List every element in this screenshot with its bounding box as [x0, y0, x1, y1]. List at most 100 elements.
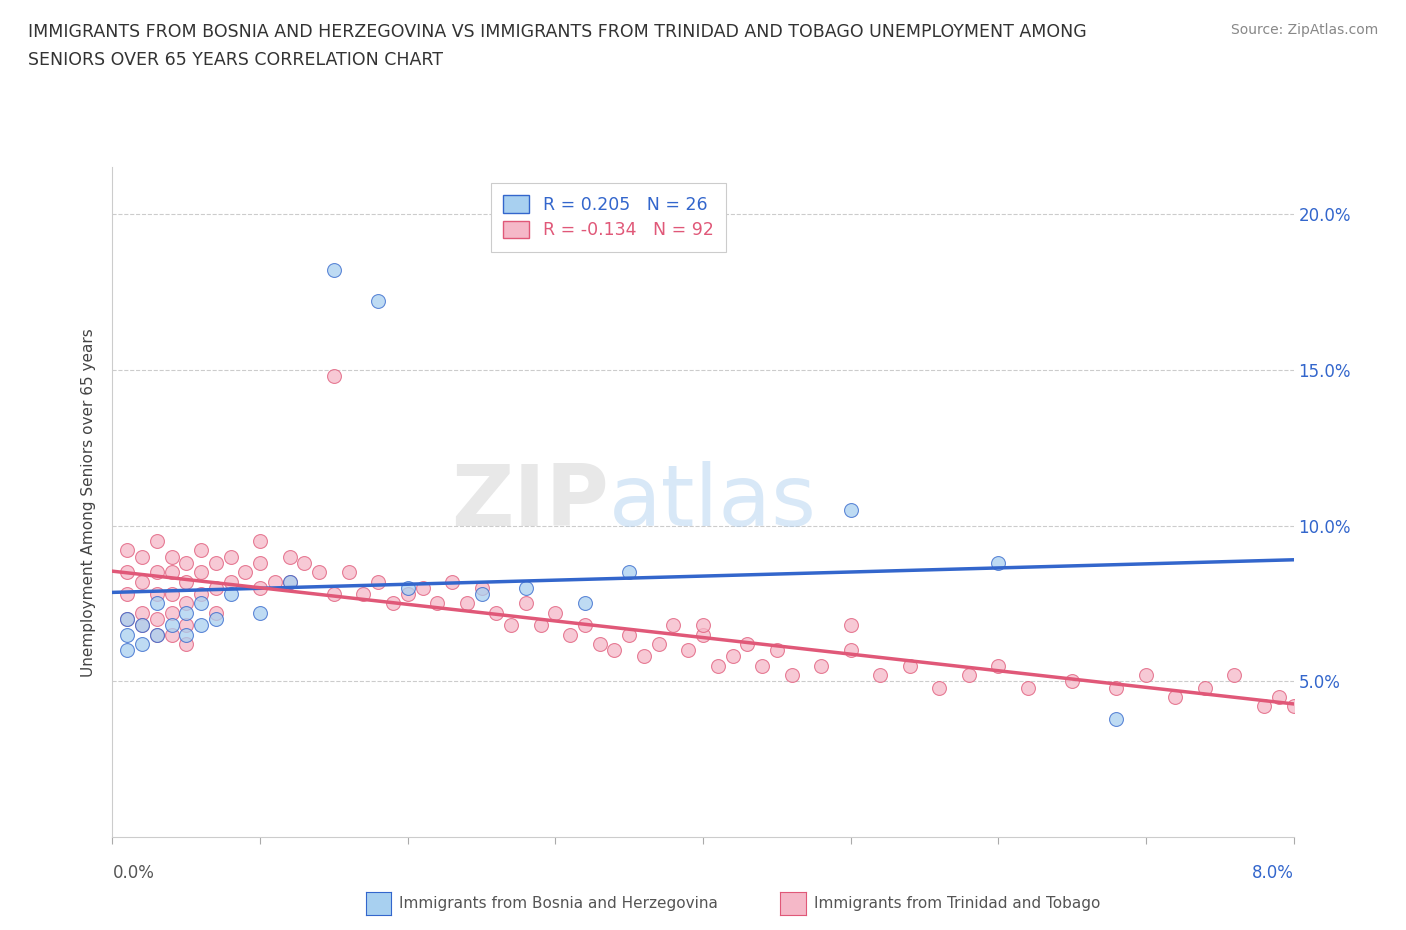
Point	[633, 649, 655, 664]
Point	[249, 534, 271, 549]
Point	[160, 550, 183, 565]
Point	[382, 596, 405, 611]
Point	[456, 596, 478, 611]
Point	[544, 605, 567, 620]
Text: 8.0%: 8.0%	[1251, 864, 1294, 882]
Point	[501, 618, 523, 632]
Point	[780, 668, 803, 683]
Point	[146, 587, 169, 602]
Point	[190, 565, 212, 579]
Point	[1062, 674, 1084, 689]
Point	[426, 596, 449, 611]
Point	[721, 649, 744, 664]
Point	[174, 636, 197, 651]
Point	[219, 574, 242, 589]
Point	[278, 574, 301, 589]
Point	[737, 636, 759, 651]
Point	[603, 643, 626, 658]
Text: Immigrants from Bosnia and Herzegovina: Immigrants from Bosnia and Herzegovina	[399, 897, 718, 911]
Point	[278, 574, 301, 589]
Legend: R = 0.205   N = 26, R = -0.134   N = 92: R = 0.205 N = 26, R = -0.134 N = 92	[491, 183, 725, 251]
Point	[174, 627, 197, 642]
Point	[117, 587, 138, 602]
Point	[1223, 668, 1246, 683]
Point	[131, 605, 153, 620]
Point	[987, 555, 1010, 570]
Point	[352, 587, 374, 602]
Point	[647, 636, 671, 651]
Point	[117, 612, 138, 627]
Point	[117, 543, 138, 558]
Point	[174, 574, 197, 589]
Point	[205, 555, 228, 570]
Text: Immigrants from Trinidad and Tobago: Immigrants from Trinidad and Tobago	[814, 897, 1101, 911]
Point	[515, 596, 537, 611]
Point	[146, 627, 169, 642]
Point	[485, 605, 508, 620]
Point	[560, 627, 582, 642]
Point	[574, 596, 596, 611]
Point	[367, 574, 389, 589]
Point	[264, 574, 287, 589]
Point	[117, 565, 138, 579]
Point	[160, 618, 183, 632]
Point	[249, 580, 271, 595]
Point	[619, 627, 641, 642]
Point	[190, 596, 212, 611]
Point	[1135, 668, 1157, 683]
Point	[412, 580, 434, 595]
Point	[131, 618, 153, 632]
Point	[588, 636, 610, 651]
Point	[957, 668, 980, 683]
Point	[678, 643, 700, 658]
Point	[1164, 689, 1187, 704]
Point	[160, 605, 183, 620]
Point	[515, 580, 537, 595]
Point	[174, 555, 197, 570]
Point	[869, 668, 891, 683]
Text: 0.0%: 0.0%	[112, 864, 155, 882]
Text: Source: ZipAtlas.com: Source: ZipAtlas.com	[1230, 23, 1378, 37]
Point	[619, 565, 641, 579]
Point	[146, 565, 169, 579]
Point	[219, 587, 242, 602]
Point	[117, 612, 138, 627]
Point	[1105, 680, 1128, 695]
Point	[205, 605, 228, 620]
Text: ZIP: ZIP	[451, 460, 609, 544]
Point	[1194, 680, 1216, 695]
Point	[337, 565, 360, 579]
Point	[131, 574, 153, 589]
Point	[233, 565, 256, 579]
Point	[190, 543, 212, 558]
Point	[131, 618, 153, 632]
Point	[662, 618, 685, 632]
Point	[249, 605, 271, 620]
Point	[765, 643, 787, 658]
Point	[174, 596, 197, 611]
Point	[529, 618, 551, 632]
Point	[160, 587, 183, 602]
Point	[367, 294, 389, 309]
Point	[146, 627, 169, 642]
Point	[190, 618, 212, 632]
Point	[692, 627, 714, 642]
Text: SENIORS OVER 65 YEARS CORRELATION CHART: SENIORS OVER 65 YEARS CORRELATION CHART	[28, 51, 443, 69]
Point	[174, 618, 197, 632]
Point	[471, 587, 494, 602]
Point	[471, 580, 494, 595]
Point	[278, 550, 301, 565]
Point	[839, 618, 862, 632]
Point	[396, 587, 419, 602]
Point	[1105, 711, 1128, 726]
Point	[146, 534, 169, 549]
Point	[160, 565, 183, 579]
Point	[308, 565, 330, 579]
Point	[707, 658, 730, 673]
Point	[117, 627, 138, 642]
Point	[441, 574, 464, 589]
Point	[205, 612, 228, 627]
Point	[323, 587, 346, 602]
Point	[131, 550, 153, 565]
Point	[131, 636, 153, 651]
